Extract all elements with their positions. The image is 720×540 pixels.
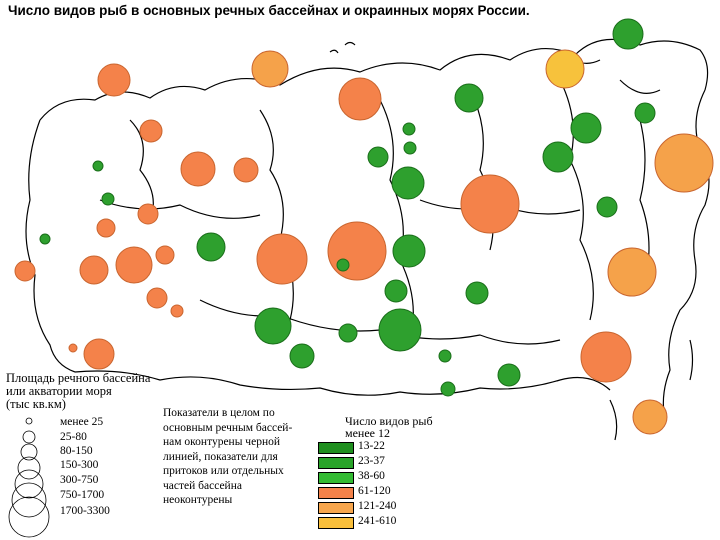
size-legend-circle [11,482,47,518]
size-legend-label: 80-150 [60,445,93,457]
size-legend-label: менее 25 [60,416,104,428]
color-swatch [318,472,354,484]
river-basin-markers [14,18,714,435]
color-legend-label: 13-22 [358,440,385,452]
basin-marker [146,287,168,309]
basin-marker [654,133,714,193]
legend-note: Показатели в целом по основным речным ба… [163,406,353,508]
color-swatch [318,517,354,529]
basin-marker [101,192,115,206]
color-legend-label: 61-120 [358,485,391,497]
basin-marker [460,174,520,234]
basin-marker [634,102,656,124]
note-line: неоконтурены [163,494,233,506]
size-legend-label: 300-750 [60,474,99,486]
basin-marker [497,363,521,387]
size-legend-label: 750-1700 [60,489,105,501]
basin-marker [254,307,292,345]
basin-marker [596,196,618,218]
basin-marker [384,279,408,303]
basin-marker [612,18,644,50]
note-line: частей бассейна [163,479,242,492]
basin-marker [438,349,452,363]
basin-marker [338,323,358,343]
basin-marker [256,233,308,285]
basin-marker [289,343,315,369]
size-legend-label: 150-300 [60,459,99,471]
basin-marker [196,232,226,262]
basin-marker [607,247,657,297]
basin-marker [336,258,350,272]
basin-marker [570,112,602,144]
color-legend-label: 241-610 [358,515,397,527]
size-legend-circle [25,417,33,425]
size-legend-circles [8,417,50,538]
color-swatch [318,487,354,499]
color-legend-label: 23-37 [358,455,385,467]
note-line: притоков или отдельных [163,465,284,477]
basin-marker [83,338,115,370]
basin-marker [96,218,116,238]
size-legend-circle [17,456,41,480]
note-line: нам оконтурены черной [163,436,280,448]
size-legend-circle [8,496,50,538]
size-legend-circle [20,443,38,461]
size-legend-circle [22,430,36,444]
basin-marker [378,308,422,352]
basin-marker [251,50,289,88]
color-legend-title: Число видов рыб менее 12 [345,415,433,439]
basin-marker [139,119,163,143]
basin-marker [170,304,184,318]
color-swatch [318,442,354,454]
basin-marker [403,141,417,155]
color-swatch [318,457,354,469]
note-line: Показатели в целом по [163,407,275,419]
size-legend-title-line: или акватории моря [6,384,112,398]
basin-marker [115,246,153,284]
basin-marker [338,77,382,121]
basin-marker [402,122,416,136]
size-legend-circle [14,469,44,499]
basin-marker [465,281,489,305]
color-legend-title-line: менее 12 [345,426,390,440]
basin-marker [92,160,104,172]
color-legend-label: 121-240 [358,500,397,512]
size-legend-label: 1700-3300 [60,505,110,517]
basin-marker [14,260,36,282]
basin-marker [580,331,632,383]
color-legend-label: 38-60 [358,470,385,482]
size-legend-label: 25-80 [60,431,87,443]
basin-marker [327,221,387,281]
basin-marker [545,49,585,89]
color-legend-title-line: Число видов рыб [345,414,433,428]
basin-marker [454,83,484,113]
note-line: основным речным бассей- [163,421,293,434]
basin-marker [233,157,259,183]
basin-marker [392,234,426,268]
basin-marker [39,233,51,245]
basin-marker [180,151,216,187]
basin-marker [440,381,456,397]
basin-marker [632,399,668,435]
map-title: Число видов рыб в основных речных бассей… [8,3,530,18]
basin-marker [542,141,574,173]
color-swatch [318,502,354,514]
basin-marker [68,343,78,353]
size-legend-title-line: (тыс кв.км) [6,397,66,411]
basin-marker [79,255,109,285]
size-legend-title: Площадь речного бассейна или акватории м… [6,372,176,411]
basin-marker [155,245,175,265]
note-line: линией, показатели для [163,450,278,463]
size-legend-title-line: Площадь речного бассейна [6,371,151,385]
basin-marker [391,166,425,200]
basin-marker [137,203,159,225]
basin-marker [367,146,389,168]
basin-marker [97,63,131,97]
